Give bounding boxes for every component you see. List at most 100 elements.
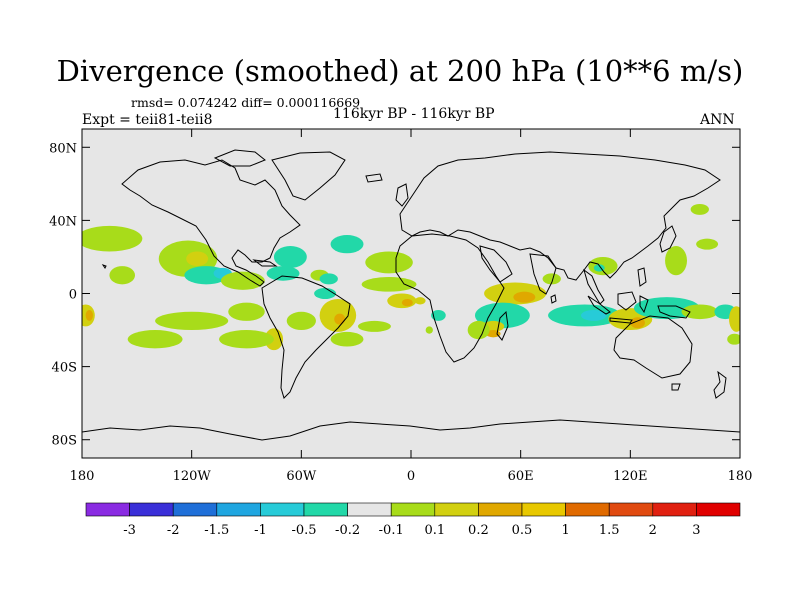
colorbar-label: 1.5 [599,523,620,538]
colorbar-box-3 [216,502,261,517]
anomaly-patch-12 [228,302,265,321]
colorbar: -3 -2 -1.5 -1 -0.5 -0.2 -0.1 0.1 0.2 0.5 1 1.5 2 3 [85,502,741,538]
colorbar-box-4 [260,502,305,517]
lon-tick-label: 120E [613,469,647,484]
anomaly-patch-25 [414,297,426,305]
anomaly-patch-3 [109,266,136,285]
coast-cuba [252,259,278,267]
anomaly-patch-29 [219,330,274,349]
coast-new-zealand [713,370,727,399]
coast-madagascar [496,310,509,341]
anomaly-patch-13 [155,311,229,331]
colorbar-label: -1.5 [204,523,229,538]
colorbar-box-14 [696,502,741,517]
colorbar-label: 2 [649,523,657,538]
colorbar-box-1 [129,502,174,517]
coast-philippines [637,267,647,287]
lon-tick-label: 60E [508,469,534,484]
coast-south-america [261,275,351,399]
coast-sri-lanka [550,294,557,304]
lon-tick-label: 0 [407,469,415,484]
anomaly-patch-19 [319,273,338,285]
coast-hawaii [101,264,107,269]
season-label: ANN [700,112,735,128]
anomaly-patch-46 [727,333,740,345]
colorbar-label: -0.2 [335,523,360,538]
anomaly-patch-31 [484,282,547,305]
lat-tick-label: 80S [52,434,77,449]
coast-africa [395,233,505,363]
anomaly-patch-30 [330,331,364,347]
coast-japan [659,225,677,253]
lat-tick-label: 80N [49,141,77,156]
lat-tick-label: 0 [69,288,77,303]
colorbar-box-5 [303,502,348,517]
colorbar-box-12 [608,502,654,517]
anomaly-patch-6 [220,271,265,290]
stats-text: rmsd= 0.074242 diff= 0.000116669 [131,95,361,110]
colorbar-label: 0.1 [424,523,445,538]
lat-tick-label: 40S [52,361,77,376]
coast-antarctica [82,419,740,441]
anomaly-patch-50 [696,238,719,250]
anomaly-patch-8 [266,266,300,281]
colorbar-box-0 [85,502,130,517]
map-axes: 80N 40N 0 40S 80S 180 120W 60W 0 60E 120E 180 [49,129,752,484]
coast-borneo [617,291,637,311]
map-background [82,129,740,458]
lon-tick-label: 180 [728,469,753,484]
anomaly-field [82,203,740,351]
lon-tick-label: 180 [70,469,95,484]
chart-title: Divergence (smoothed) at 200 hPa (10**6 … [56,54,744,88]
anomaly-patch-22 [361,277,417,292]
colorbar-label: 3 [692,523,700,538]
anomaly-patch-26 [431,309,446,321]
colorbar-box-11 [565,502,610,517]
coast-java [609,317,633,324]
anomaly-patch-45 [729,306,740,332]
coast-uk [395,183,409,207]
colorbar-label: -3 [123,523,136,538]
anomaly-patch-23 [387,293,417,309]
colorbar-label: -0.5 [291,523,316,538]
coast-se-asia [583,268,605,305]
anomaly-patch-37 [542,273,561,285]
colorbar-box-8 [434,502,479,517]
anomaly-patch-7 [273,245,307,268]
coast-greenland [271,151,346,201]
anomaly-patch-18 [314,288,337,299]
coast-sumatra [587,295,611,315]
colorbar-label: 0.2 [468,523,489,538]
anomaly-patch-2 [186,251,209,267]
anomaly-patch-17 [334,313,346,325]
coast-north-america [121,159,301,287]
colorbar-box-13 [652,502,697,517]
coast-tasmania [671,383,681,391]
coast-iceland [365,173,383,183]
coast-arabia [479,245,513,283]
anomaly-patch-15 [286,311,316,331]
lat-tick-label: 40N [49,214,77,229]
colorbar-box-6 [347,502,392,517]
colorbar-box-7 [390,502,436,517]
anomaly-patch-39 [580,309,607,321]
anomaly-patch-11 [85,309,93,321]
anomaly-patch-0 [82,225,143,252]
colorbar-label: -1 [254,523,267,538]
colorbar-box-2 [172,502,218,517]
anomaly-patch-20 [330,235,364,254]
anomaly-patch-27 [357,320,391,332]
period-label: 116kyr BP - 116kyr BP [333,106,495,122]
lon-tick-label: 60W [286,469,317,484]
anomaly-patch-28 [127,330,183,349]
anomaly-patch-32 [513,291,536,303]
anomaly-patch-21 [365,251,413,274]
coast-new-guinea [657,305,691,319]
colorbar-label: 0.5 [512,523,533,538]
coast-sulawesi [639,295,649,314]
anomaly-patch-52 [425,326,433,334]
coast-arctic-islands [213,149,266,167]
lon-tick-label: 120W [173,469,212,484]
anomaly-patch-49 [665,245,687,276]
